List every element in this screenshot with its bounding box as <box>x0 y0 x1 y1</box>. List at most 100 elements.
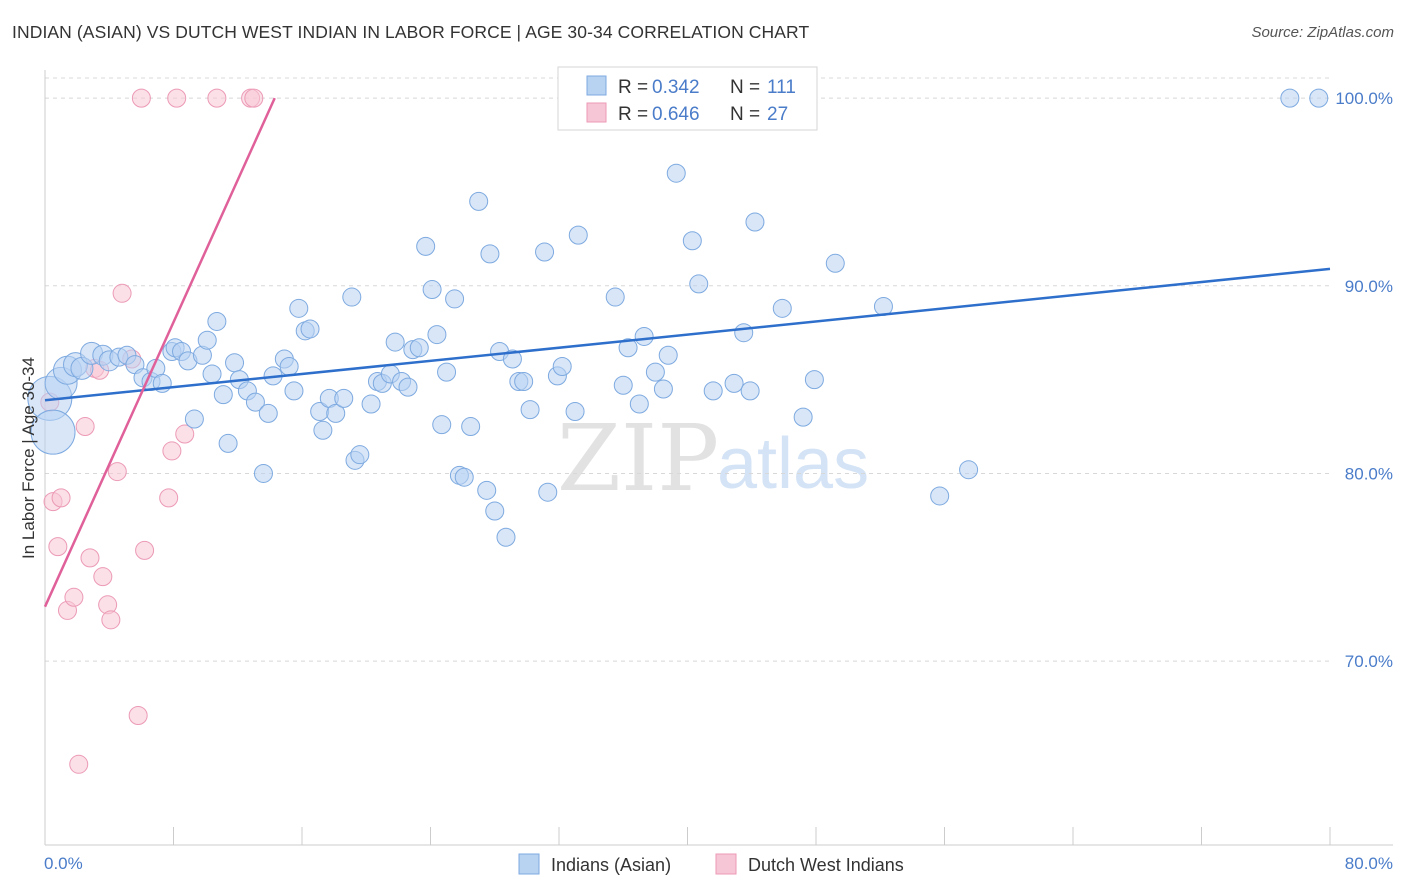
point-dutch-24 <box>207 88 227 108</box>
point-indian-44 <box>334 388 354 408</box>
bottom-legend-swatch-pink <box>715 853 737 875</box>
point-indian-32 <box>258 403 278 423</box>
point-indian-1 <box>30 409 76 455</box>
point-indian-20 <box>184 409 204 429</box>
point-indian-76 <box>535 242 555 262</box>
correlation-legend: R = 0.342 N = 111 R = 0.646 N = 27 <box>557 66 818 131</box>
trend-lines <box>43 97 1331 608</box>
point-dutch-12 <box>101 610 121 630</box>
y-axis-title: In Labor Force | Age 30-34 <box>19 357 38 559</box>
point-indian-25 <box>213 385 233 405</box>
point-indian-101 <box>825 253 845 273</box>
point-indian-67 <box>477 480 497 500</box>
point-indian-79 <box>552 356 572 376</box>
y-tick-label-100: 100.0% <box>1335 89 1393 108</box>
point-indian-92 <box>689 274 709 294</box>
point-dutch-16 <box>128 706 148 726</box>
legend-n-value-1: 111 <box>767 77 796 98</box>
point-indian-77 <box>538 482 558 502</box>
point-indian-91 <box>682 231 702 251</box>
bottom-legend-label-indians: Indians (Asian) <box>551 855 671 875</box>
point-dutch-10 <box>93 567 113 587</box>
point-dutch-7 <box>80 548 100 568</box>
point-indian-30 <box>245 392 265 412</box>
point-dutch-6 <box>75 417 95 437</box>
point-indian-95 <box>734 323 754 343</box>
point-indian-100 <box>804 370 824 390</box>
point-indian-87 <box>645 362 665 382</box>
point-dutch-14 <box>112 283 132 303</box>
axis-layer: 70.0% 80.0% 90.0% 100.0% 0.0% 80.0% <box>44 70 1393 873</box>
point-indian-54 <box>398 377 418 397</box>
point-indian-89 <box>658 345 678 365</box>
legend-swatch-blue <box>586 75 607 96</box>
point-indian-86 <box>634 326 654 346</box>
point-dutch-17 <box>135 540 155 560</box>
legend-r-label-2: R = <box>618 104 648 125</box>
legend-n-value-2: 27 <box>767 104 788 125</box>
legend-r-value-2: 0.646 <box>652 104 700 125</box>
point-indian-71 <box>496 527 516 547</box>
x-tick-label-max: 80.0% <box>1345 854 1393 873</box>
point-dutch-26 <box>244 88 264 108</box>
point-indian-97 <box>745 212 765 232</box>
trendline-dutch <box>43 97 276 608</box>
y-tick-label-90: 90.0% <box>1345 277 1393 296</box>
point-indian-103 <box>930 486 950 506</box>
point-indian-65 <box>461 417 481 437</box>
y-tick-label-80: 80.0% <box>1345 464 1393 483</box>
point-indian-99 <box>793 407 813 427</box>
point-indian-84 <box>618 338 638 358</box>
point-dutch-13 <box>107 462 127 482</box>
point-indian-39 <box>300 319 320 339</box>
point-dutch-3 <box>51 488 71 508</box>
point-dutch-19 <box>162 441 182 461</box>
point-indian-83 <box>613 375 633 395</box>
point-indian-82 <box>605 287 625 307</box>
point-indian-62 <box>445 289 465 309</box>
point-indian-45 <box>342 287 362 307</box>
point-indian-75 <box>520 400 540 420</box>
point-indian-90 <box>666 163 686 183</box>
bottom-legend-label-dutch: Dutch West Indians <box>748 855 904 875</box>
point-indian-96 <box>740 381 760 401</box>
point-indian-69 <box>485 501 505 521</box>
point-dutch-22 <box>131 88 151 108</box>
point-indian-61 <box>437 362 457 382</box>
point-indian-57 <box>416 236 436 256</box>
point-indian-64 <box>454 467 474 487</box>
point-indian-27 <box>225 353 245 373</box>
trendline-indians <box>44 267 1331 402</box>
point-dutch-5 <box>64 587 84 607</box>
legend-swatch-pink <box>586 102 607 123</box>
point-dutch-23 <box>167 88 187 108</box>
point-indian-48 <box>361 394 381 414</box>
point-dutch-20 <box>175 424 195 444</box>
watermark-zip: ZIP <box>557 405 719 512</box>
point-indian-81 <box>568 225 588 245</box>
indians-asian-points <box>27 88 1329 547</box>
point-indian-58 <box>422 280 442 300</box>
chart-title: INDIAN (ASIAN) VS DUTCH WEST INDIAN IN L… <box>12 22 810 42</box>
point-indian-104 <box>959 460 979 480</box>
point-indian-59 <box>427 325 447 345</box>
point-indian-36 <box>284 381 304 401</box>
point-indian-94 <box>724 373 744 393</box>
point-indian-85 <box>629 394 649 414</box>
point-indian-31 <box>253 463 273 483</box>
series-legend: Indians (Asian) Dutch West Indians <box>518 853 904 875</box>
point-indian-41 <box>313 420 333 440</box>
point-indian-107 <box>1309 88 1329 108</box>
chart-source: Source: ZipAtlas.com <box>1251 24 1394 41</box>
point-indian-37 <box>289 298 309 318</box>
point-indian-23 <box>202 364 222 384</box>
point-indian-88 <box>653 379 673 399</box>
bottom-legend-swatch-blue <box>518 853 540 875</box>
point-indian-80 <box>565 402 585 422</box>
point-indian-22 <box>197 330 217 350</box>
point-dutch-18 <box>159 488 179 508</box>
legend-n-label-1: N = <box>730 77 760 98</box>
point-dutch-2 <box>48 537 68 557</box>
point-indian-35 <box>279 356 299 376</box>
